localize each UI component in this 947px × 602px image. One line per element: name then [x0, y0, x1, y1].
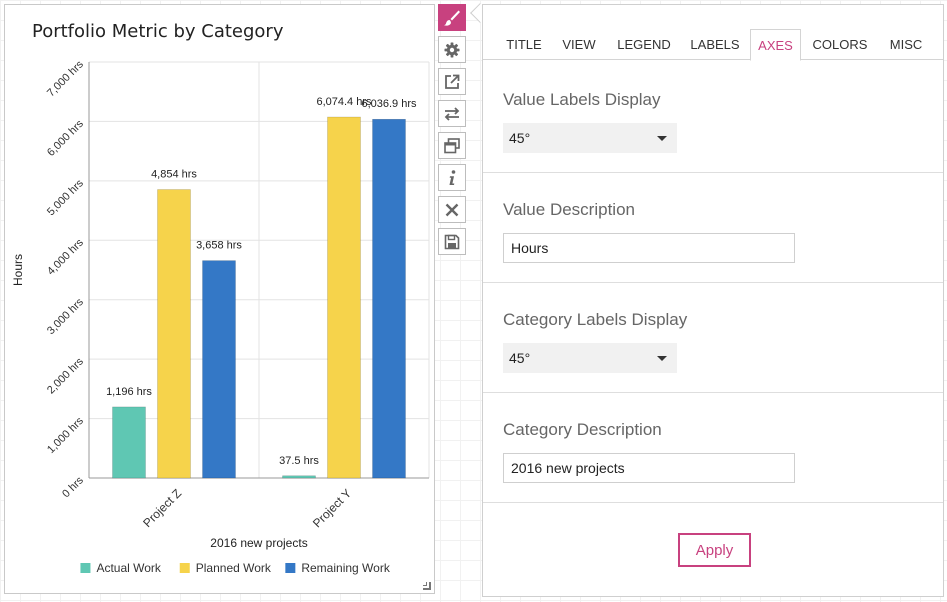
bar-value-label: 3,658 hrs [196, 240, 242, 252]
y-tick-label: 5,000 hrs [45, 177, 86, 218]
tab-legend[interactable]: LEGEND [617, 37, 671, 52]
chevron-down-icon [657, 136, 667, 141]
open-external-icon[interactable] [438, 68, 466, 95]
tab-labels[interactable]: LABELS [690, 37, 740, 52]
divider [483, 172, 943, 173]
legend-label: Remaining Work [301, 561, 390, 575]
bar-value-label: 37.5 hrs [279, 455, 319, 467]
settings-tabs: TITLE VIEW LEGEND LABELS AXES COLORS MIS… [483, 29, 943, 61]
y-tick-label: 4,000 hrs [45, 236, 86, 277]
value-description-input[interactable]: Hours [503, 233, 795, 263]
bar-value-label: 6,074.4 hrs [316, 96, 372, 108]
bar [157, 189, 191, 479]
y-tick-label: 6,000 hrs [45, 118, 86, 159]
gear-icon[interactable] [438, 36, 466, 63]
bar [372, 118, 406, 479]
value-labels-display-select[interactable]: 45° [503, 123, 677, 153]
y-tick-label: 7,000 hrs [45, 58, 86, 99]
value-labels-display-label: Value Labels Display [503, 90, 661, 109]
category-description-input[interactable]: 2016 new projects [503, 453, 795, 483]
y-tick-label: 3,000 hrs [45, 296, 86, 337]
bar [202, 260, 236, 479]
tab-misc[interactable]: MISC [889, 37, 923, 52]
legend-swatch [80, 563, 91, 573]
duplicate-icon[interactable] [438, 132, 466, 159]
tab-axes[interactable]: AXES [750, 29, 801, 61]
x-axis-title: 2016 new projects [210, 536, 307, 550]
category-labels-display-select[interactable]: 45° [503, 343, 677, 373]
y-axis-title: Hours [11, 254, 25, 286]
bar-value-label: 1,196 hrs [106, 386, 152, 398]
value-labels-display-value: 45° [509, 130, 531, 146]
tab-colors[interactable]: COLORS [812, 37, 868, 52]
swap-arrows-icon[interactable] [438, 100, 466, 127]
divider [483, 392, 943, 393]
save-icon[interactable] [438, 228, 466, 255]
paintbrush-icon[interactable] [438, 4, 466, 31]
bar [282, 475, 316, 479]
x-tick-label: Project Y [310, 486, 354, 530]
category-description-label: Category Description [503, 420, 662, 439]
tab-title[interactable]: TITLE [506, 37, 542, 52]
chart-title: Portfolio Metric by Category [32, 21, 284, 42]
divider [483, 282, 943, 283]
bar [327, 116, 361, 479]
x-tick-label: Project Z [140, 486, 184, 530]
divider [483, 502, 943, 503]
bar [112, 406, 146, 479]
chart-settings-panel: TITLE VIEW LEGEND LABELS AXES COLORS MIS… [482, 4, 944, 597]
chart-widget: Portfolio Metric by Category 0 hrs 1,000 … [4, 4, 435, 594]
y-tick-label: 2,000 hrs [45, 355, 86, 396]
bar-chart: 0 hrs 1,000 hrs 2,000 hrs 3,000 hrs 4,000 hr… [11, 58, 430, 575]
legend-label: Planned Work [196, 561, 272, 575]
legend-label: Actual Work [96, 561, 161, 575]
info-icon[interactable] [438, 164, 466, 191]
bar-value-label: 6,036.9 hrs [361, 98, 417, 110]
legend-swatch [285, 563, 296, 573]
y-tick-label: 1,000 hrs [45, 415, 86, 456]
value-description-label: Value Description [503, 200, 635, 219]
chevron-down-icon [657, 356, 667, 361]
bar-value-label: 4,854 hrs [151, 169, 197, 181]
close-icon[interactable] [438, 196, 466, 223]
category-labels-display-value: 45° [509, 350, 531, 366]
tab-view[interactable]: VIEW [562, 37, 596, 52]
legend-swatch [179, 563, 190, 573]
apply-button[interactable]: Apply [678, 533, 751, 567]
category-labels-display-label: Category Labels Display [503, 310, 688, 329]
y-tick-label: 0 hrs [60, 474, 86, 500]
resize-handle[interactable] [423, 582, 431, 590]
